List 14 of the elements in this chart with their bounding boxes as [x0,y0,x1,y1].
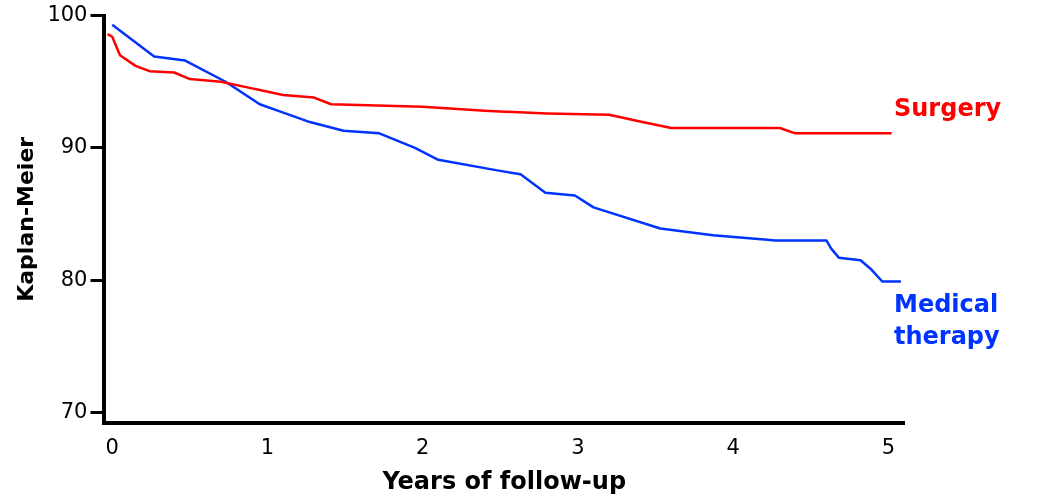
y-tick-label: 70 [60,398,88,423]
y-axis-title: Kaplan-Meier [12,136,38,302]
x-tick-label: 3 [571,435,585,460]
x-tick-label: 5 [881,435,896,460]
x-tick-label: 0 [105,435,119,460]
x-tick-label: 2 [416,435,430,460]
series-label: Surgery [894,93,1002,122]
x-tick-label: 1 [260,435,275,460]
y-tick-label: 80 [60,266,88,291]
y-tick-label: 90 [60,134,88,159]
x-tick-label: 4 [726,435,740,460]
y-tick-label: 100 [47,2,88,27]
series-label: Medical therapy [894,289,1001,350]
x-axis-title: Years of follow-up [381,466,627,495]
